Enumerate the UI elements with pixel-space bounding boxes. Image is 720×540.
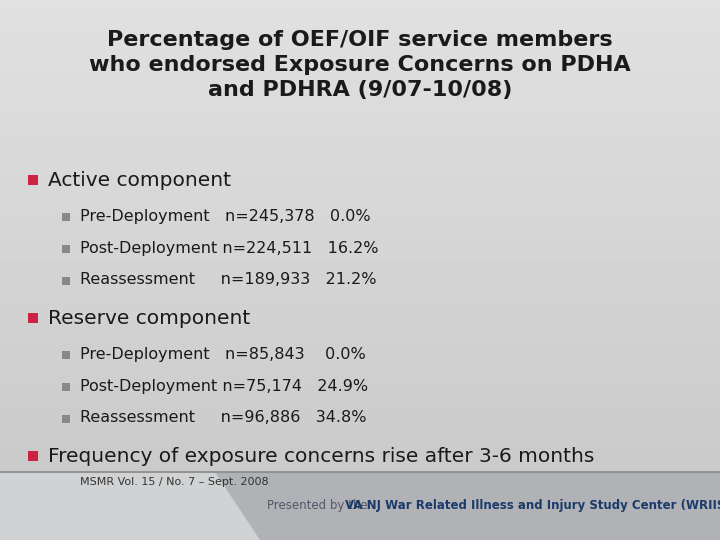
Text: Pre-Deployment   n=85,843    0.0%: Pre-Deployment n=85,843 0.0% [80, 347, 366, 361]
Text: Frequency of exposure concerns rise after 3-6 months: Frequency of exposure concerns rise afte… [48, 447, 595, 465]
Text: Percentage of OEF/OIF service members
who endorsed Exposure Concerns on PDHA
and: Percentage of OEF/OIF service members wh… [89, 30, 631, 99]
Text: Active component: Active component [48, 171, 231, 190]
Bar [62, 415, 70, 423]
Text: Post-Deployment n=224,511   16.2%: Post-Deployment n=224,511 16.2% [80, 240, 379, 255]
Bar [28, 451, 38, 461]
Text: Presented by the: Presented by the [267, 500, 372, 512]
Text: Reserve component: Reserve component [48, 308, 251, 327]
Text: Reassessment     n=96,886   34.8%: Reassessment n=96,886 34.8% [80, 410, 366, 426]
Text: Post-Deployment n=75,174   24.9%: Post-Deployment n=75,174 24.9% [80, 379, 368, 394]
Bar [0, 472, 720, 540]
Bar [62, 277, 70, 285]
Text: VA NJ War Related Illness and Injury Study Center (WRIISC): VA NJ War Related Illness and Injury Stu… [345, 500, 720, 512]
Bar [62, 245, 70, 253]
Bar [28, 175, 38, 185]
Bar [28, 313, 38, 323]
Text: Reassessment     n=189,933   21.2%: Reassessment n=189,933 21.2% [80, 273, 377, 287]
Bar [62, 383, 70, 391]
Text: Pre-Deployment   n=245,378   0.0%: Pre-Deployment n=245,378 0.0% [80, 208, 371, 224]
Bar [62, 213, 70, 221]
Bar [62, 351, 70, 359]
Polygon shape [0, 472, 260, 540]
Text: MSMR Vol. 15 / No. 7 – Sept. 2008: MSMR Vol. 15 / No. 7 – Sept. 2008 [80, 477, 269, 487]
